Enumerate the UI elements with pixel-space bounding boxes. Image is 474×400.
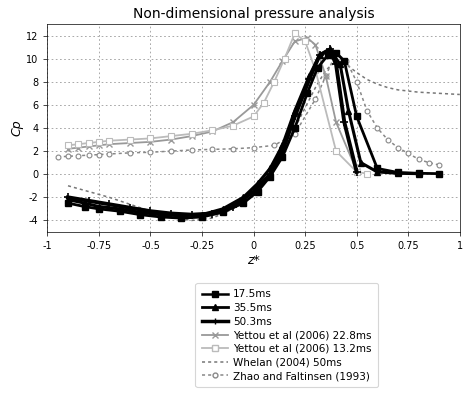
X-axis label: z*: z* <box>247 254 260 267</box>
Y-axis label: Cp: Cp <box>10 120 23 136</box>
Title: Non-dimensional pressure analysis: Non-dimensional pressure analysis <box>133 8 374 22</box>
Legend: 17.5ms, 35.5ms, 50.3ms, Yettou et al (2006) 22.8ms, Yettou et al (2006) 13.2ms, : 17.5ms, 35.5ms, 50.3ms, Yettou et al (20… <box>195 283 378 387</box>
